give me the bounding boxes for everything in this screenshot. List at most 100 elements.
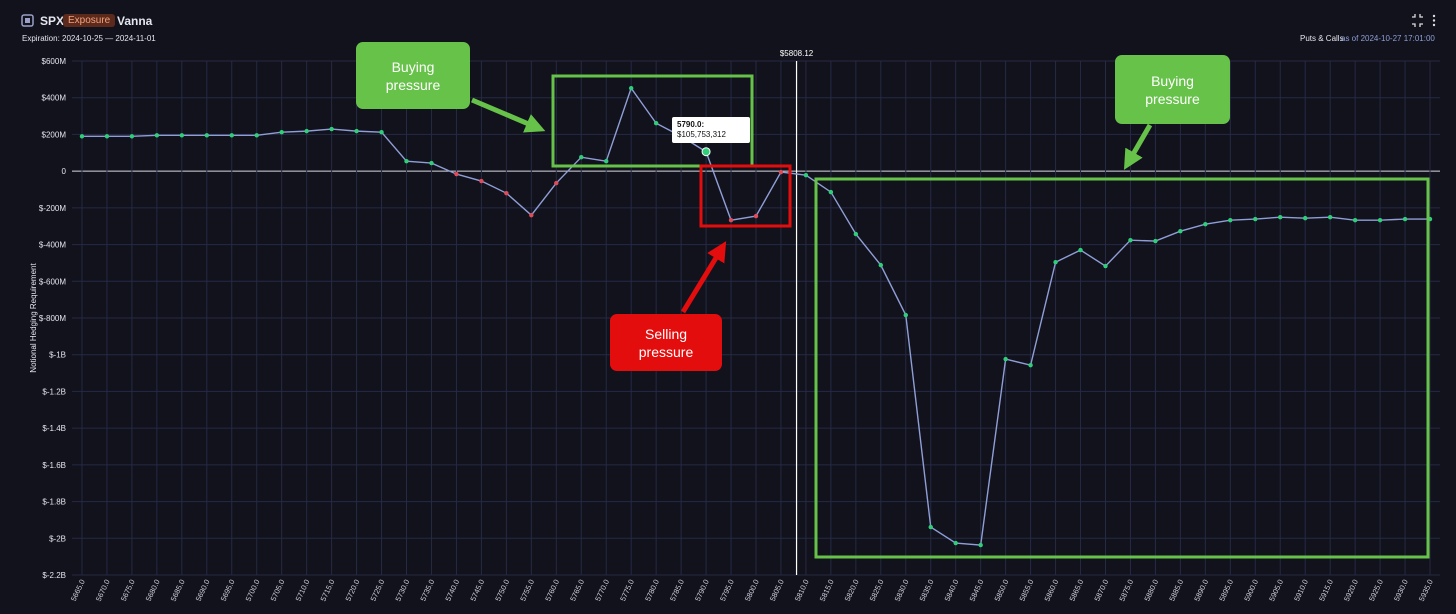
data-point bbox=[379, 130, 384, 135]
x-tick-label: 5780.0 bbox=[643, 578, 661, 603]
x-tick-label: 5725.0 bbox=[369, 578, 387, 603]
x-tick-label: 5765.0 bbox=[568, 578, 586, 603]
data-point bbox=[803, 172, 809, 178]
data-point bbox=[778, 169, 784, 175]
tooltip-point bbox=[701, 147, 711, 157]
symbol-icon bbox=[25, 18, 30, 23]
y-tick-label: $-1.6B bbox=[42, 461, 66, 470]
x-tick-label: 5705.0 bbox=[269, 578, 287, 603]
data-point bbox=[828, 189, 834, 195]
y-tick-label: $-1.2B bbox=[42, 387, 66, 396]
data-point bbox=[404, 159, 409, 164]
annotation: Buying pressure bbox=[1115, 55, 1230, 124]
data-point bbox=[1128, 237, 1133, 243]
x-tick-label: 5830.0 bbox=[893, 578, 911, 603]
mode[interactable]: Puts & Calls bbox=[1300, 34, 1344, 43]
y-axis-label: Notional Hedging Requirement bbox=[29, 263, 38, 373]
x-tick-label: 5895.0 bbox=[1217, 578, 1235, 603]
x-tick-label: 5785.0 bbox=[668, 578, 686, 603]
x-tick-label: 5700.0 bbox=[244, 578, 262, 603]
data-point bbox=[853, 231, 859, 237]
menu-icon[interactable] bbox=[1432, 23, 1436, 27]
x-tick-label: 5915.0 bbox=[1317, 578, 1335, 603]
x-tick-label: 5875.0 bbox=[1117, 578, 1135, 603]
x-tick-label: 5930.0 bbox=[1392, 578, 1410, 603]
data-point bbox=[579, 154, 584, 160]
data-point bbox=[354, 128, 359, 134]
arrow bbox=[471, 97, 546, 133]
x-tick-label: 5685.0 bbox=[169, 578, 187, 603]
data-point bbox=[728, 217, 734, 223]
x-tick-label: 5935.0 bbox=[1417, 578, 1435, 603]
y-tick-label: $-1.4B bbox=[42, 424, 66, 433]
data-point bbox=[429, 160, 434, 166]
data-point bbox=[978, 542, 983, 548]
data-point bbox=[1327, 215, 1333, 220]
data-point bbox=[1078, 247, 1083, 253]
x-tick-label: 5925.0 bbox=[1367, 578, 1385, 603]
y-tick-label: $-200M bbox=[39, 204, 66, 213]
data-point bbox=[179, 133, 185, 138]
data-point bbox=[529, 213, 534, 218]
data-point bbox=[1153, 238, 1158, 244]
data-point bbox=[753, 213, 759, 219]
data-point bbox=[129, 134, 135, 139]
data-point bbox=[953, 540, 958, 546]
spot-label: $5808.12 bbox=[780, 49, 814, 58]
arrow bbox=[1123, 123, 1153, 170]
symbol: SPX bbox=[40, 14, 65, 28]
data-point bbox=[1203, 221, 1208, 227]
x-tick-label: 5835.0 bbox=[918, 578, 936, 603]
y-tick-label: $-2.2B bbox=[42, 571, 66, 580]
y-tick-label: $-800M bbox=[39, 314, 66, 323]
x-tick-label: 5810.0 bbox=[793, 578, 811, 603]
x-tick-label: 5720.0 bbox=[344, 578, 362, 603]
x-tick-label: 5820.0 bbox=[843, 578, 861, 603]
data-point bbox=[903, 312, 908, 318]
x-tick-label: 5855.0 bbox=[1018, 578, 1036, 603]
data-point bbox=[79, 134, 85, 139]
arrow bbox=[680, 241, 727, 314]
x-tick-label: 5890.0 bbox=[1192, 578, 1210, 603]
x-tick-label: 5920.0 bbox=[1342, 578, 1360, 603]
symbol-icon bbox=[21, 14, 34, 27]
x-tick-label: 5860.0 bbox=[1043, 578, 1061, 603]
data-point bbox=[104, 134, 110, 139]
x-tick-label: 5680.0 bbox=[144, 578, 162, 603]
x-tick-label: 5695.0 bbox=[219, 578, 237, 603]
y-tick-label: $-600M bbox=[39, 277, 66, 286]
data-point bbox=[229, 133, 234, 138]
x-tick-label: 5905.0 bbox=[1267, 578, 1285, 603]
expand-icon[interactable] bbox=[1412, 14, 1423, 27]
x-tick-label: 5665.0 bbox=[69, 578, 87, 603]
y-tick-label: $-1B bbox=[49, 351, 66, 360]
data-point bbox=[878, 262, 884, 268]
tooltip: 5790.0: $105,753,312 bbox=[672, 117, 750, 143]
data-point bbox=[1253, 216, 1258, 222]
x-tick-label: 5670.0 bbox=[94, 578, 112, 603]
x-tick-label: 5900.0 bbox=[1242, 578, 1260, 603]
x-tick-label: 5770.0 bbox=[593, 578, 611, 603]
highlight-box bbox=[814, 177, 1430, 559]
x-tick-label: 5910.0 bbox=[1292, 578, 1310, 603]
highlight-box bbox=[699, 164, 792, 228]
x-tick-label: 5870.0 bbox=[1092, 578, 1110, 603]
data-point bbox=[1377, 217, 1383, 223]
expiration: Expiration: 2024-10-25 — 2024-11-01 bbox=[22, 34, 156, 43]
data-point bbox=[504, 190, 509, 196]
x-tick-label: 5880.0 bbox=[1142, 578, 1160, 603]
menu-icon[interactable] bbox=[1432, 14, 1436, 18]
data-point bbox=[1053, 259, 1058, 265]
badge[interactable]: Exposure bbox=[63, 14, 116, 27]
x-tick-label: 5775.0 bbox=[618, 578, 636, 603]
x-tick-label: 5740.0 bbox=[443, 578, 461, 603]
data-point bbox=[254, 133, 259, 138]
data-point bbox=[1302, 215, 1308, 221]
x-tick-label: 5840.0 bbox=[943, 578, 961, 603]
data-point bbox=[204, 133, 210, 138]
menu-icon[interactable] bbox=[1432, 19, 1436, 22]
x-tick-label: 5675.0 bbox=[119, 578, 137, 603]
x-tick-label: 5800.0 bbox=[743, 578, 761, 603]
data-point bbox=[1103, 263, 1108, 269]
